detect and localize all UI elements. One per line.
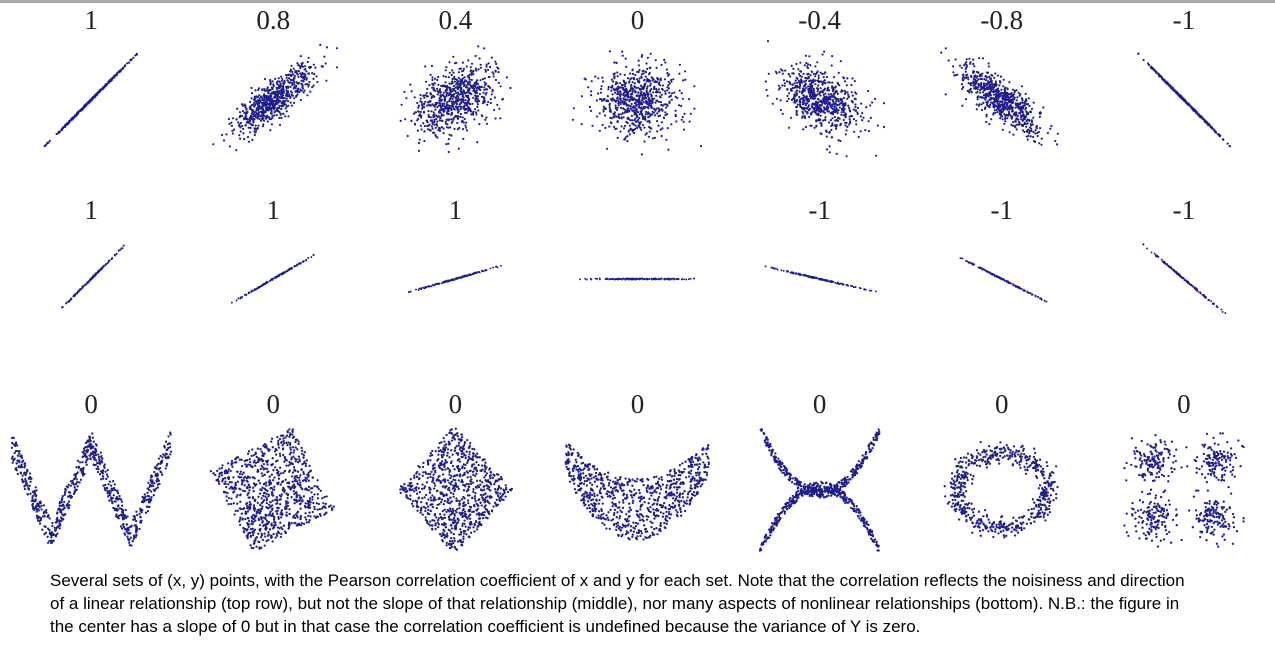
- scatter-plot-cell: 0: [1093, 331, 1275, 559]
- correlation-coefficient-label: 0: [630, 389, 645, 419]
- correlation-coefficient-label: 0: [266, 389, 280, 419]
- scatter-plot-cell: -1: [911, 163, 1093, 331]
- scatter-plot-cell: -1: [1093, 163, 1275, 331]
- scatter-plot: [959, 257, 1048, 303]
- scatter-plot: [212, 43, 339, 152]
- correlation-coefficient-label: 0: [630, 5, 645, 35]
- scatter-plot: [565, 443, 711, 541]
- correlation-coefficient-label: -0.8: [980, 5, 1024, 35]
- scatter-plot-cell: -0.4: [729, 3, 911, 163]
- correlation-coefficient-label: 0: [84, 389, 98, 419]
- correlation-coefficient-label: -1: [808, 195, 831, 225]
- scatter-plot-cell: 0: [546, 3, 728, 163]
- correlation-coefficient-label: 0.4: [438, 5, 473, 35]
- scatter-plot-cell: 1: [364, 163, 546, 331]
- scatter-plot: [399, 427, 514, 551]
- scatter-plot-cell: 0: [0, 331, 182, 559]
- scatter-plot: [10, 431, 173, 547]
- scatter-plot: [572, 50, 703, 156]
- scatter-plot-cell: 0: [911, 331, 1093, 559]
- correlation-coefficient-label: 1: [266, 195, 280, 225]
- correlation-coefficient-label: 1: [84, 195, 98, 225]
- scatter-plot-cell: -1: [729, 163, 911, 331]
- scatter-plot-cell: 0: [729, 331, 911, 559]
- plot-row-middle-row-slope-does-not-matter: 1 1 1 -1 -1 -1: [0, 163, 1275, 331]
- scatter-plot: [1137, 52, 1231, 148]
- window-top-edge: [0, 0, 1275, 3]
- scatter-plot: [943, 440, 1059, 539]
- scatter-plot: [231, 253, 315, 304]
- scatter-plot-cell: 0: [182, 331, 364, 559]
- scatter-plot: [43, 52, 139, 148]
- correlation-coefficient-label: 0: [812, 389, 827, 419]
- scatter-plot: [758, 428, 881, 552]
- correlation-coefficient-label: -1: [990, 195, 1014, 225]
- plot-row-top-row-noisiness-and-direction: 1 0.8 0.4 0 -0.4 -0.8 -1: [0, 3, 1275, 163]
- scatter-plot: [579, 277, 696, 281]
- scatter-plot-cell: 0: [364, 331, 546, 559]
- correlation-coefficient-label: 1: [84, 5, 98, 35]
- scatter-plot-cell: 0.8: [182, 3, 364, 163]
- correlation-figure: 1 0.8 0.4 0 -0.4 -0.8 -1 1 1 1: [0, 3, 1275, 638]
- plot-row-bottom-row-nonlinear-relationships: 0 0 0 0 0 0 0: [0, 331, 1275, 559]
- scatter-plot: [209, 428, 336, 550]
- scatter-plot-cell: 1: [182, 163, 364, 331]
- correlation-coefficient-label: 1: [448, 195, 463, 225]
- correlation-coefficient-label: 0: [995, 389, 1009, 419]
- scatter-plot: [1123, 432, 1245, 548]
- scatter-plot: [764, 265, 877, 293]
- figure-caption: Several sets of (x, y) points, with the …: [50, 571, 1185, 636]
- scatter-plot: [408, 264, 503, 294]
- scatter-plot-cell: 1: [0, 163, 182, 331]
- correlation-coefficient-label: 0: [1177, 389, 1191, 419]
- correlation-coefficient-label: 0: [448, 389, 463, 419]
- scatter-plot: [399, 45, 512, 154]
- scatter-plot: [1142, 243, 1227, 314]
- scatter-plot-cell: [546, 163, 728, 331]
- scatter-plot-cell: 0.4: [364, 3, 546, 163]
- scatter-plot: [764, 40, 885, 158]
- plot-grid: 1 0.8 0.4 0 -0.4 -0.8 -1 1 1 1: [0, 3, 1275, 559]
- scatter-plot-cell: -0.8: [911, 3, 1093, 163]
- correlation-coefficient-label: -1: [1172, 195, 1196, 225]
- scatter-plot-cell: -1: [1093, 3, 1275, 163]
- correlation-coefficient-label: -0.4: [798, 5, 841, 35]
- correlation-coefficient-label: 0.8: [256, 5, 291, 35]
- scatter-plot-cell: 1: [0, 3, 182, 163]
- correlation-coefficient-label: -1: [1172, 5, 1196, 35]
- scatter-plot-cell: 0: [546, 331, 728, 559]
- scatter-plot: [61, 244, 125, 309]
- scatter-plot: [939, 47, 1059, 146]
